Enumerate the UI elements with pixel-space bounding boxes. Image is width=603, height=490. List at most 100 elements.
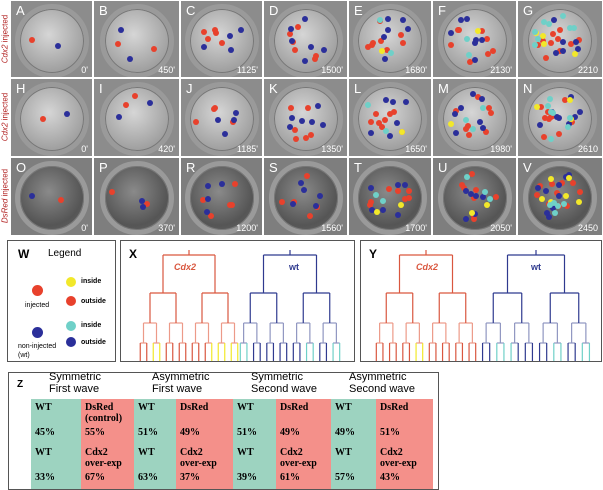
blue-nucleus-marker — [139, 204, 146, 211]
wt-cell: WT 49% — [331, 399, 376, 444]
cell-percent: 45% — [35, 427, 55, 438]
cell-sublabel — [280, 413, 331, 424]
cell-label: WT — [335, 447, 352, 458]
blue-nucleus-marker — [401, 181, 408, 188]
dendrogram-y: Y Cdx2 wt — [360, 240, 602, 362]
red-nucleus-marker — [447, 41, 454, 48]
row-label-rest: injected — [0, 168, 10, 199]
cell-label: WT — [237, 447, 254, 458]
red-nucleus-marker — [459, 181, 466, 188]
cyan-nucleus-marker — [555, 202, 562, 209]
red-nucleus-marker — [294, 24, 301, 31]
red-nucleus-marker — [474, 94, 481, 101]
cyan-nucleus-marker — [532, 41, 539, 48]
cyan-nucleus-marker — [547, 136, 554, 143]
timestamp: 2210 — [577, 65, 598, 75]
red-nucleus-marker — [208, 213, 215, 220]
blue-nucleus-marker — [478, 36, 485, 43]
red-nucleus-marker — [302, 134, 309, 141]
cyan-nucleus-marker — [379, 197, 386, 204]
cell-percent: 49% — [280, 427, 300, 438]
blue-nucleus-marker — [458, 104, 465, 111]
blue-nucleus-marker — [452, 130, 459, 137]
panel-letter: X — [129, 247, 138, 261]
cell-percent: 43% — [380, 472, 400, 483]
red-nucleus-marker — [483, 128, 490, 135]
red-nucleus-marker — [278, 198, 285, 205]
wt-label: wt — [289, 262, 299, 272]
embryo-panel-f: F 2130' — [433, 1, 516, 77]
cyan-nucleus-marker — [546, 21, 553, 28]
blue-nucleus-marker — [574, 46, 581, 52]
legend-inside-2: inside — [81, 322, 102, 329]
blue-nucleus-marker — [576, 108, 583, 115]
column-group-header: Symmetric Second wave — [251, 371, 317, 395]
panel-letter: N — [523, 81, 533, 96]
red-nucleus-marker — [199, 197, 206, 204]
blue-nucleus-marker — [395, 181, 402, 188]
panel-letter: C — [186, 3, 196, 18]
embryo-image — [184, 161, 259, 235]
red-nucleus-marker — [466, 132, 473, 139]
cell-sublabel — [335, 458, 376, 469]
cyan-nucleus-marker — [540, 19, 547, 26]
cyan-nucleus-marker — [532, 28, 539, 35]
timestamp: 0' — [81, 223, 88, 233]
red-nucleus-marker — [555, 36, 562, 43]
row-label: Cdx2 injected — [0, 0, 10, 78]
blue-nucleus-marker — [479, 95, 486, 102]
cell-sublabel — [237, 458, 276, 469]
blue-nucleus-marker — [546, 214, 553, 221]
blue-nucleus-marker — [320, 46, 327, 53]
red-nucleus-marker — [470, 216, 477, 223]
red-nucleus-marker — [57, 197, 64, 204]
cell-percent: 57% — [335, 472, 355, 483]
row-label-gene: DsRed — [0, 198, 10, 224]
timestamp: 2610 — [577, 144, 598, 154]
blue-nucleus-marker — [473, 193, 480, 200]
red-nucleus-marker — [204, 35, 211, 42]
panel-letter: D — [269, 3, 279, 18]
blue-nucleus-marker — [215, 117, 222, 124]
cell-label: Cdx2 — [180, 447, 203, 458]
embryo-image — [523, 82, 597, 156]
timestamp: 420' — [158, 144, 175, 154]
cell-percent: 67% — [85, 472, 105, 483]
outside-blue-dot — [66, 337, 76, 347]
red-nucleus-marker — [40, 116, 47, 123]
noninjected-dot — [32, 327, 43, 338]
treated-cell: DsRed 49% — [276, 399, 331, 444]
blue-nucleus-marker — [238, 26, 245, 33]
cyan-nucleus-marker — [566, 25, 573, 32]
row-label-rest: injected — [0, 92, 10, 123]
cell-percent: 51% — [138, 427, 158, 438]
panel-letter: J — [186, 81, 193, 96]
panel-letter: H — [16, 81, 26, 96]
blue-nucleus-marker — [380, 207, 387, 214]
blue-nucleus-marker — [319, 121, 326, 128]
blue-nucleus-marker — [479, 194, 486, 201]
red-nucleus-marker — [539, 37, 546, 44]
wt-cell: WT 57% — [331, 444, 376, 489]
panel-letter: M — [438, 81, 449, 96]
red-nucleus-marker — [486, 104, 493, 111]
red-nucleus-marker — [231, 180, 238, 187]
blue-nucleus-marker — [560, 47, 567, 54]
panel-letter: E — [354, 3, 363, 18]
cyan-nucleus-marker — [560, 200, 567, 207]
red-nucleus-marker — [559, 179, 566, 186]
embryo-panel-t: T 1700' — [349, 158, 431, 235]
blue-nucleus-marker — [555, 115, 562, 122]
blue-nucleus-marker — [301, 16, 308, 23]
treated-cell: Cdx2 over-exp 61% — [276, 444, 331, 489]
red-nucleus-marker — [549, 181, 555, 188]
embryo-panel-r: R 1200' — [181, 158, 262, 235]
header-line-1: Asymmetric — [349, 371, 407, 383]
red-nucleus-marker — [193, 118, 200, 125]
panel-letter: W — [18, 247, 30, 261]
yellow-nucleus-marker — [567, 97, 574, 104]
embryo-panel-n: N 2610 — [518, 79, 602, 156]
cyan-nucleus-marker — [550, 199, 557, 206]
blue-nucleus-marker — [468, 191, 475, 198]
cell-percent: 49% — [335, 427, 355, 438]
